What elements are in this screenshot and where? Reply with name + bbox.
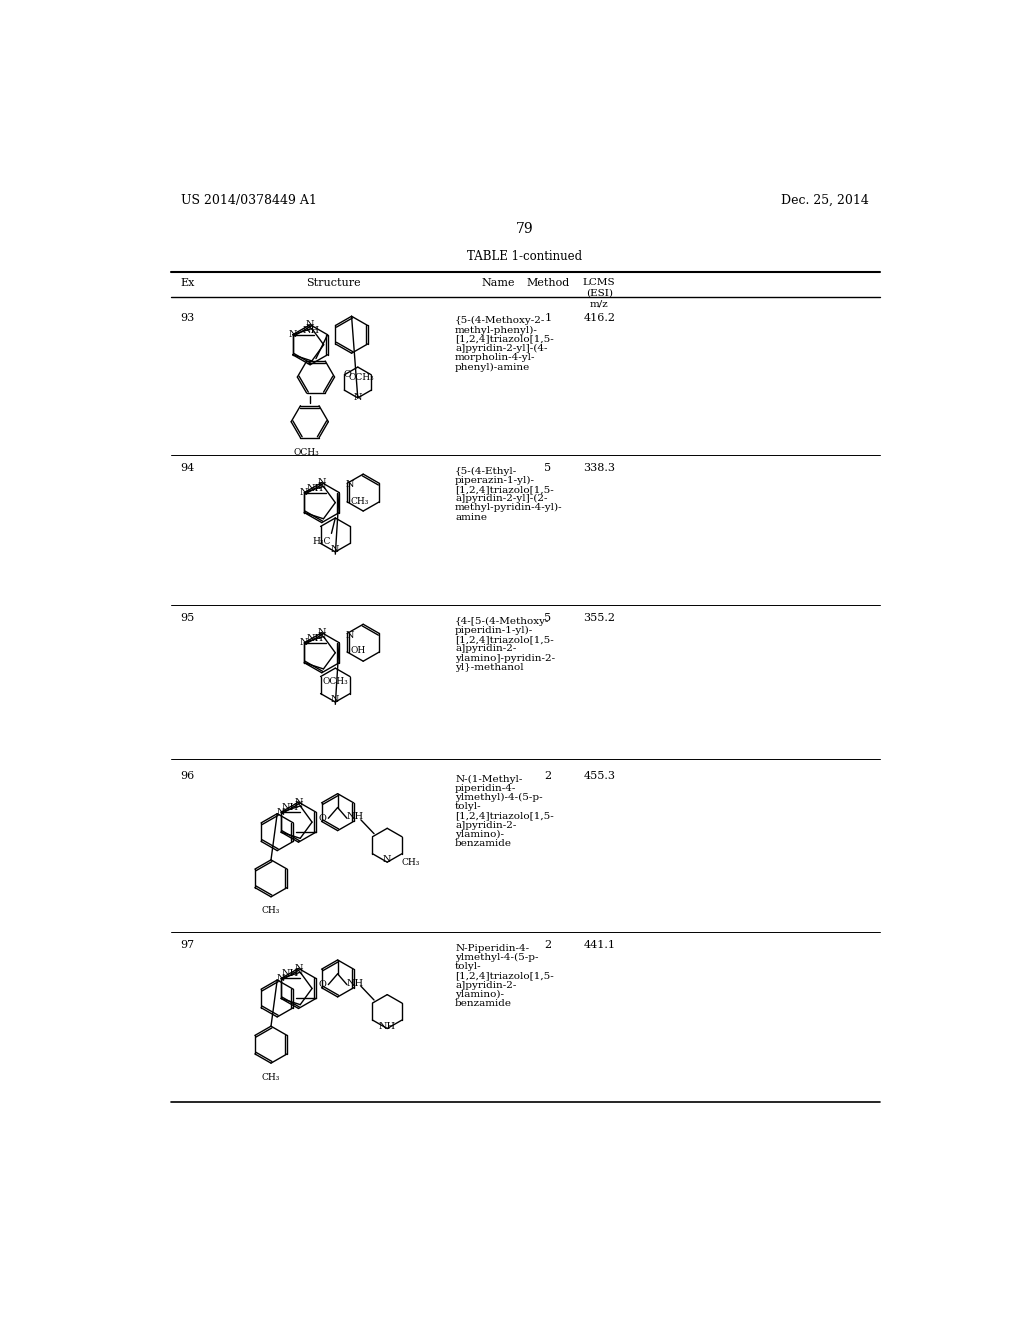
Text: Name: Name (481, 279, 515, 288)
Text: CH₃: CH₃ (262, 907, 281, 915)
Text: a]pyridin-2-yl]-(2-: a]pyridin-2-yl]-(2- (455, 494, 548, 503)
Text: yl}-methanol: yl}-methanol (455, 663, 523, 672)
Text: N: N (317, 478, 326, 487)
Text: 94: 94 (180, 463, 195, 473)
Text: N: N (306, 323, 314, 333)
Text: N: N (317, 632, 327, 642)
Text: methyl-phenyl)-: methyl-phenyl)- (455, 326, 538, 334)
Text: a]pyridin-2-yl]-(4-: a]pyridin-2-yl]-(4- (455, 345, 548, 352)
Text: LCMS
(ESI)
m/z: LCMS (ESI) m/z (583, 277, 615, 309)
Text: N: N (289, 330, 297, 339)
Text: Method: Method (526, 279, 569, 288)
Text: [1,2,4]triazolo[1,5-: [1,2,4]triazolo[1,5- (455, 812, 554, 820)
Text: benzamide: benzamide (455, 999, 512, 1008)
Text: 96: 96 (180, 771, 195, 781)
Text: [1,2,4]triazolo[1,5-: [1,2,4]triazolo[1,5- (455, 335, 554, 343)
Text: TABLE 1-continued: TABLE 1-continued (467, 249, 583, 263)
Text: ylmethyl-4-(5-p-: ylmethyl-4-(5-p- (455, 953, 539, 962)
Text: N: N (294, 797, 303, 807)
Text: tolyl-: tolyl- (455, 803, 481, 810)
Text: N: N (346, 480, 354, 490)
Text: 338.3: 338.3 (584, 463, 615, 473)
Text: NH: NH (379, 1022, 396, 1031)
Text: N: N (317, 482, 327, 491)
Text: 416.2: 416.2 (584, 313, 615, 323)
Text: CH₃: CH₃ (351, 498, 370, 507)
Text: NH: NH (282, 969, 299, 978)
Text: tolyl-: tolyl- (455, 962, 481, 972)
Text: N: N (295, 801, 303, 810)
Text: 441.1: 441.1 (584, 940, 615, 950)
Text: a]pyridin-2-: a]pyridin-2- (455, 981, 516, 990)
Text: methyl-pyridin-4-yl)-: methyl-pyridin-4-yl)- (455, 503, 562, 512)
Text: US 2014/0378449 A1: US 2014/0378449 A1 (180, 194, 316, 207)
Text: [1,2,4]triazolo[1,5-: [1,2,4]triazolo[1,5- (455, 972, 554, 981)
Text: O: O (318, 814, 326, 822)
Text: 2: 2 (545, 771, 552, 781)
Text: H₃C: H₃C (312, 537, 331, 545)
Text: phenyl)-amine: phenyl)-amine (455, 363, 530, 371)
Text: piperazin-1-yl)-: piperazin-1-yl)- (455, 475, 536, 484)
Text: ylamino]-pyridin-2-: ylamino]-pyridin-2- (455, 653, 555, 663)
Text: CH₃: CH₃ (262, 1073, 281, 1081)
Text: NH: NH (306, 635, 324, 643)
Text: N: N (331, 545, 340, 554)
Text: NH: NH (306, 484, 324, 494)
Text: 97: 97 (180, 940, 195, 950)
Text: 5: 5 (545, 612, 552, 623)
Text: N: N (353, 393, 362, 403)
Text: N: N (295, 968, 303, 977)
Text: Structure: Structure (306, 279, 360, 288)
Text: a]pyridin-2-: a]pyridin-2- (455, 821, 516, 829)
Text: 455.3: 455.3 (584, 771, 615, 781)
Text: N: N (300, 639, 308, 647)
Text: piperidin-1-yl)-: piperidin-1-yl)- (455, 626, 534, 635)
Text: N-Piperidin-4-: N-Piperidin-4- (455, 944, 529, 953)
Text: [1,2,4]triazolo[1,5-: [1,2,4]triazolo[1,5- (455, 484, 554, 494)
Text: ylamino)-: ylamino)- (455, 830, 504, 840)
Text: N-(1-Methyl-: N-(1-Methyl- (455, 775, 522, 784)
Text: [1,2,4]triazolo[1,5-: [1,2,4]triazolo[1,5- (455, 635, 554, 644)
Text: {4-[5-(4-Methoxy-: {4-[5-(4-Methoxy- (455, 616, 550, 626)
Text: 1: 1 (545, 313, 552, 323)
Text: 93: 93 (180, 313, 195, 323)
Text: N: N (317, 628, 326, 638)
Text: ylamino)-: ylamino)- (455, 990, 504, 999)
Text: CH₃: CH₃ (401, 858, 420, 867)
Text: NH: NH (282, 803, 299, 812)
Text: a]pyridin-2-: a]pyridin-2- (455, 644, 516, 653)
Text: OCH₃: OCH₃ (293, 447, 318, 457)
Text: amine: amine (455, 512, 487, 521)
Text: OCH₃: OCH₃ (348, 372, 374, 381)
Text: O: O (318, 981, 326, 989)
Text: O: O (343, 371, 351, 379)
Text: ylmethyl)-4-(5-p-: ylmethyl)-4-(5-p- (455, 793, 543, 803)
Text: OH: OH (351, 645, 367, 655)
Text: N: N (383, 855, 391, 865)
Text: N: N (294, 964, 303, 973)
Text: N: N (306, 321, 314, 329)
Text: N: N (331, 696, 340, 704)
Text: Dec. 25, 2014: Dec. 25, 2014 (781, 194, 869, 207)
Text: NH: NH (346, 812, 364, 821)
Text: 2: 2 (545, 940, 552, 950)
Text: morpholin-4-yl-: morpholin-4-yl- (455, 354, 536, 362)
Text: N: N (346, 631, 354, 639)
Text: benzamide: benzamide (455, 840, 512, 847)
Text: N: N (276, 974, 286, 983)
Text: {5-(4-Ethyl-: {5-(4-Ethyl- (455, 466, 517, 475)
Text: NH: NH (346, 978, 364, 987)
Text: OCH₃: OCH₃ (323, 677, 348, 686)
Text: {5-(4-Methoxy-2-: {5-(4-Methoxy-2- (455, 317, 546, 325)
Text: piperidin-4-: piperidin-4- (455, 784, 516, 792)
Text: 355.2: 355.2 (584, 612, 615, 623)
Text: Ex: Ex (180, 279, 196, 288)
Text: N: N (276, 808, 286, 817)
Text: 95: 95 (180, 612, 195, 623)
Text: 79: 79 (516, 222, 534, 236)
Text: N: N (300, 488, 308, 498)
Text: NH: NH (303, 326, 319, 335)
Text: 5: 5 (545, 463, 552, 473)
